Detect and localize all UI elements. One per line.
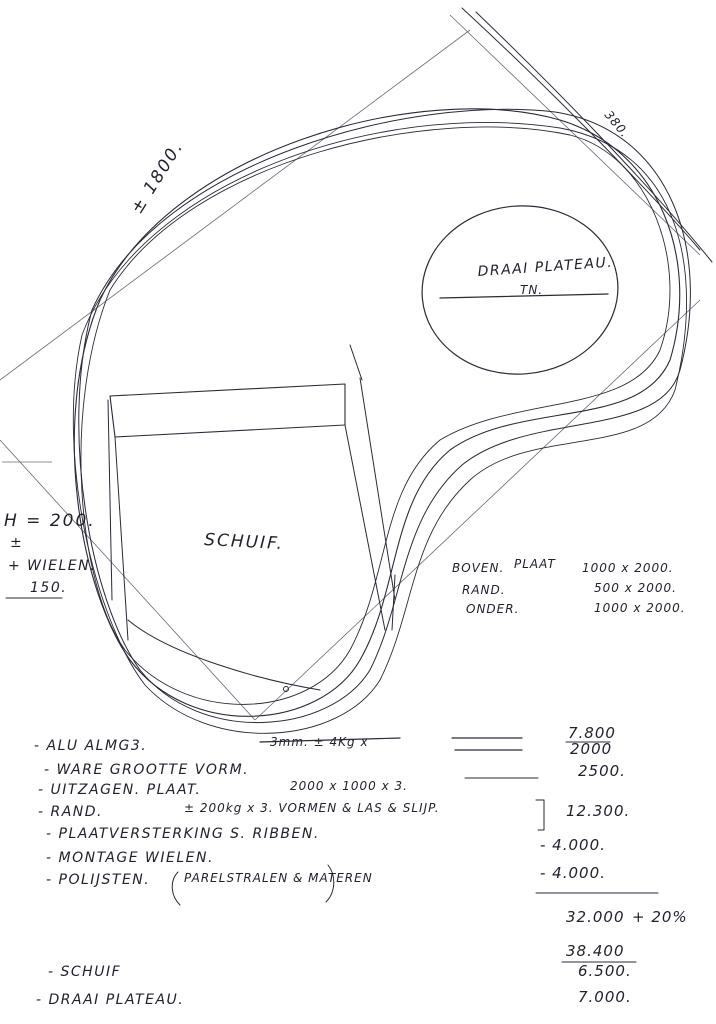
plate-name: BOVEN.: [452, 561, 504, 575]
extra-item: - SCHUIF: [48, 964, 121, 980]
plate-specs: BOVEN. PLAAT 1000 x 2000. RAND. 500 x 20…: [452, 557, 686, 616]
plate-size: 1000 x 2000.: [582, 561, 674, 575]
kidney-outline: [72, 108, 691, 734]
height-notes: H = 200. ± + WIELEN. 150.: [4, 511, 96, 599]
height-note: H = 200.: [4, 511, 96, 531]
cost-item: - WARE GROOTTE VORM.: [44, 762, 249, 778]
construction-line: [0, 439, 256, 721]
cost-item: - POLIJSTEN.: [46, 872, 150, 888]
extra-amount: 7.000.: [578, 988, 632, 1006]
plate-size: 500 x 2000.: [594, 581, 677, 595]
turntable-label: DRAAI PLATEAU.: [477, 255, 614, 280]
cost-detail: 3mm. ± 4Kg x: [270, 735, 369, 749]
construction-lines: [0, 14, 701, 721]
construction-line: [254, 299, 701, 721]
height-note: + WIELEN.: [8, 558, 96, 574]
cost-amount: - 4.000.: [540, 864, 606, 882]
height-note: 150.: [30, 580, 67, 596]
totals: 32.000 + 20% 38.400: [535, 892, 688, 963]
plate-name: ONDER.: [466, 602, 519, 616]
turntable-sub-label: TN.: [520, 283, 543, 297]
plate-name: RAND.: [462, 583, 506, 597]
extras: - SCHUIF 6.500. - DRAAI PLATEAU. 7.000.: [36, 962, 632, 1008]
cost-list: - ALU ALMG3. 3mm. ± 4Kg x 7.800 2000 - W…: [34, 724, 630, 906]
cost-item: - PLAATVERSTERKING S. RIBBEN.: [46, 826, 320, 842]
drawer-shape: [107, 344, 396, 692]
cost-amount: - 4.000.: [540, 836, 606, 854]
extra-amount: 6.500.: [578, 962, 632, 980]
subtotal: 32.000: [566, 908, 625, 926]
cost-amount: 12.300.: [566, 802, 630, 820]
turntable-circle: [421, 205, 619, 375]
cost-detail: ± 200kg x 3. VORMEN & LAS & SLIJP.: [184, 801, 440, 815]
markup: + 20%: [632, 908, 688, 926]
extra-item: - DRAAI PLATEAU.: [36, 992, 184, 1008]
cost-detail: 2000 x 1000 x 3.: [290, 779, 408, 793]
cost-detail: PARELSTRALEN & MATEREN: [184, 871, 373, 885]
turntable-underline: [439, 293, 609, 299]
corner-dimension-lines: [461, 7, 713, 263]
cost-amount: 7.800: [568, 724, 616, 742]
construction-line: [449, 14, 701, 256]
cost-amount: 2000: [570, 740, 612, 758]
construction-line: [0, 29, 471, 381]
cost-item: - RAND.: [38, 804, 103, 820]
cost-item: - MONTAGE WIELEN.: [46, 850, 214, 866]
plate-spec-label: PLAAT: [514, 557, 556, 571]
drawer-label: SCHUIF.: [204, 530, 285, 554]
cost-item: - UITZAGEN. PLAAT.: [38, 782, 201, 798]
plate-size: 1000 x 2000.: [594, 601, 686, 615]
total: 38.400: [566, 942, 625, 960]
cost-amount: 2500.: [578, 762, 626, 780]
cost-item: - ALU ALMG3.: [34, 738, 147, 754]
height-note: ±: [10, 535, 23, 551]
